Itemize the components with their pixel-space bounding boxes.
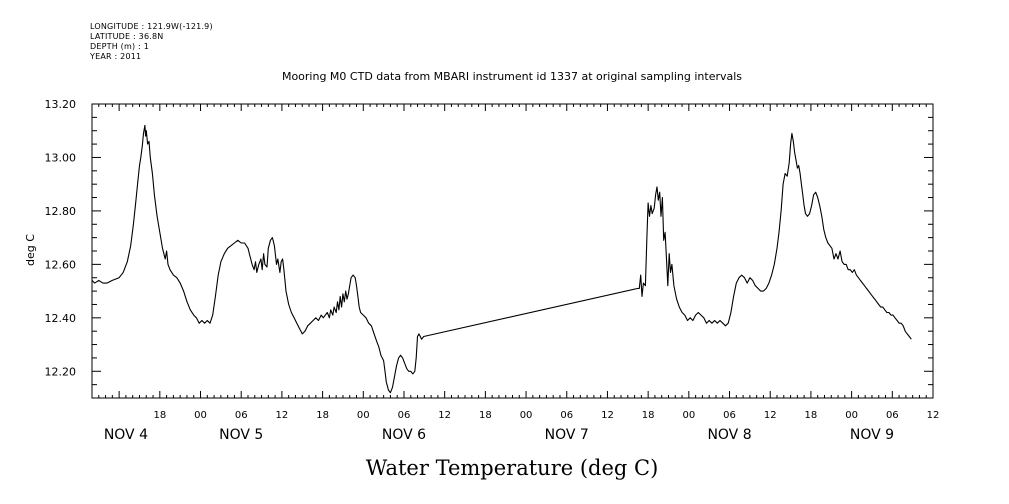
- depth-label: DEPTH (m) : 1: [90, 42, 149, 51]
- longitude-label: LONGITUDE : 121.9W(-121.9): [90, 22, 213, 31]
- x-hour-label: 18: [479, 410, 492, 421]
- y-tick-labels: 12.20 12.40 12.60 12.80 13.00 13.20: [45, 98, 77, 378]
- temperature-series-line: [91, 124, 912, 394]
- y-tick-label: 12.40: [45, 312, 77, 325]
- chart-title: Mooring M0 CTD data from MBARI instrumen…: [282, 70, 742, 83]
- x-tick-labels: 18 00 06 12 18 00 06 12 18 00 06 12 18 00 06 12 18 00 06 12…: [104, 410, 940, 443]
- x-hour-label: 12: [438, 410, 451, 421]
- series-lines: [91, 124, 912, 394]
- x-day-label: NOV 4: [104, 427, 148, 443]
- x-day-label: NOV 7: [545, 427, 589, 443]
- y-tick-label: 12.80: [45, 205, 77, 218]
- year-label: YEAR : 2011: [90, 52, 142, 61]
- x-day-label: NOV 8: [707, 427, 751, 443]
- x-axis-label: Water Temperature (deg C): [366, 456, 659, 480]
- x-hour-label: 06: [398, 410, 411, 421]
- latitude-label: LATITUDE : 36.8N: [90, 32, 164, 41]
- y-tick-label: 12.20: [45, 365, 77, 378]
- x-hour-label: 18: [642, 410, 655, 421]
- x-hour-label: 18: [316, 410, 329, 421]
- x-day-label: NOV 9: [850, 427, 894, 443]
- x-hour-label: 12: [927, 410, 940, 421]
- x-hour-label: 12: [764, 410, 777, 421]
- axis-ticks: [91, 103, 934, 399]
- y-tick-label: 12.60: [45, 258, 77, 271]
- x-hour-label: 18: [805, 410, 818, 421]
- x-hour-label: 18: [153, 410, 166, 421]
- y-axis-label: deg C: [24, 234, 37, 266]
- x-hour-label: 00: [357, 410, 370, 421]
- x-hour-label: 12: [601, 410, 614, 421]
- plot-border: [91, 103, 934, 399]
- x-hour-label: 06: [235, 410, 248, 421]
- x-hour-label: 06: [886, 410, 899, 421]
- x-hour-label: 00: [520, 410, 533, 421]
- x-day-label: NOV 6: [382, 427, 426, 443]
- x-hour-label: 00: [682, 410, 695, 421]
- plot-frame: [91, 103, 934, 399]
- x-hour-label: 06: [723, 410, 736, 421]
- x-hour-label: 06: [560, 410, 573, 421]
- x-hour-label: 12: [276, 410, 289, 421]
- x-hour-label: 00: [194, 410, 207, 421]
- y-tick-label: 13.00: [45, 151, 77, 164]
- x-hour-label: 00: [845, 410, 858, 421]
- y-tick-label: 13.20: [45, 98, 77, 111]
- header-metadata: LONGITUDE : 121.9W(-121.9) LATITUDE : 36…: [90, 22, 213, 62]
- x-day-label: NOV 5: [219, 427, 263, 443]
